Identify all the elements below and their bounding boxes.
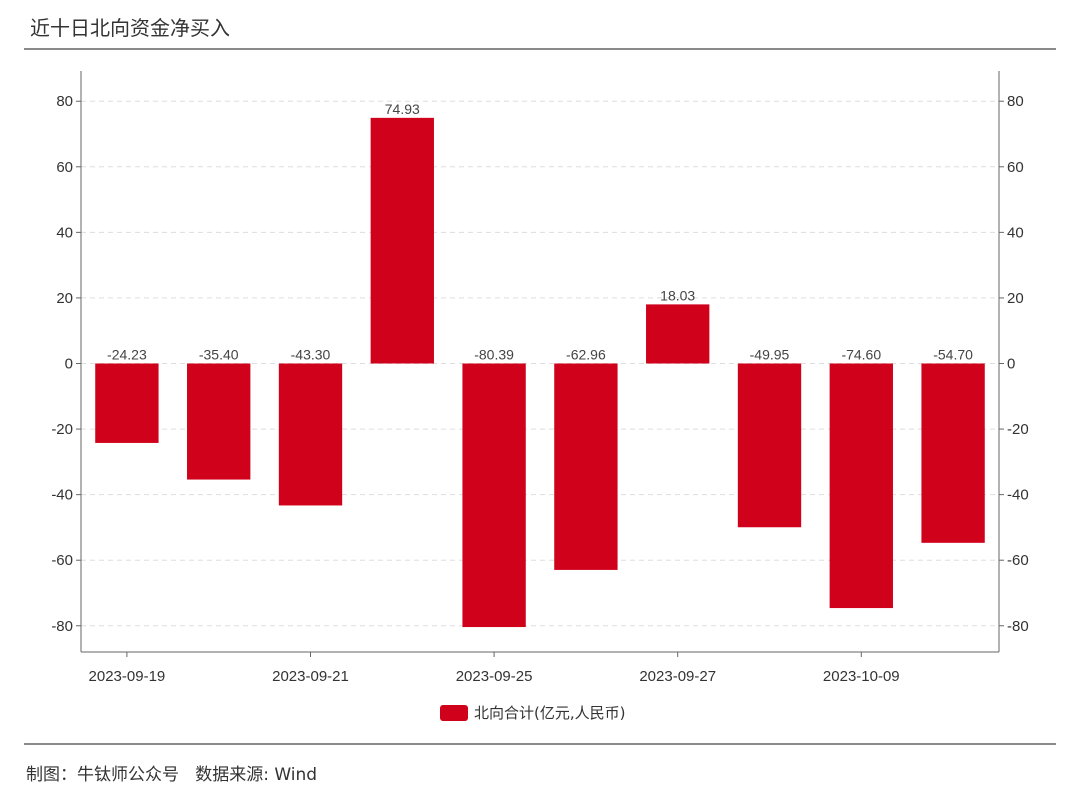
data-label: -62.96 (566, 347, 606, 363)
y-tick-label-right: 0 (1007, 356, 1015, 373)
chart-title: 近十日北向资金净买入 (30, 16, 230, 40)
y-tick-label-left: 60 (56, 159, 73, 176)
legend-label: 北向合计(亿元,人民币) (474, 704, 626, 722)
x-tick-label: 2023-09-19 (89, 668, 166, 685)
bottom-divider (24, 743, 1056, 745)
bar (737, 363, 802, 528)
y-tick-label-left: -80 (51, 618, 73, 635)
footer: 制图：牛钛师公众号 数据来源: Wind (26, 760, 317, 785)
data-label: -54.70 (933, 347, 973, 363)
y-tick-label-left: 80 (56, 93, 73, 110)
y-tick-label-right: -80 (1007, 618, 1029, 635)
data-label: 18.03 (660, 287, 695, 303)
y-tick-label-left: 20 (56, 290, 73, 307)
data-labels: -24.23 -35.40 -43.30 74.93 -80.39 -62.96 18.03… (107, 101, 973, 363)
bar (278, 363, 343, 506)
x-tick-label: 2023-09-21 (272, 668, 349, 685)
bar (829, 363, 893, 609)
y-tick-label-right: -20 (1007, 421, 1029, 438)
y-tick-label-left: -60 (51, 552, 73, 569)
bar (95, 363, 159, 443)
y-tick-label-left: 0 (65, 356, 73, 373)
bar (554, 363, 618, 570)
y-tick-label-left: 40 (56, 224, 73, 241)
legend-swatch (440, 704, 468, 721)
top-divider (24, 48, 1056, 50)
footer-author: 牛钛师公众号 (77, 765, 179, 785)
data-label: -49.95 (750, 347, 790, 363)
y-tick-label-right: 80 (1007, 93, 1024, 110)
axes: 80 80 60 60 40 40 20 20 0 0 -20 -20 -40 -40 -60 -60 -80 -… (51, 71, 1029, 685)
footer-source: Wind (274, 765, 318, 785)
y-tick-label-left: -40 (51, 487, 73, 504)
bar (646, 304, 710, 364)
bar (187, 363, 251, 480)
footer-source-label: 数据来源: (195, 765, 275, 785)
legend[interactable]: 北向合计(亿元,人民币) (440, 702, 625, 723)
y-tick-label-right: 60 (1007, 159, 1024, 176)
data-label: -43.30 (291, 347, 331, 363)
y-tick-label-right: -60 (1007, 552, 1029, 569)
bar (462, 363, 526, 628)
data-label: -24.23 (107, 347, 147, 363)
x-tick-label: 2023-09-27 (639, 668, 716, 685)
data-label: -35.40 (199, 347, 239, 363)
x-tick-label: 2023-10-09 (823, 668, 900, 685)
bars (95, 117, 985, 628)
y-tick-label-right: -40 (1007, 487, 1029, 504)
y-tick-label-left: -20 (51, 421, 73, 438)
bar (921, 363, 985, 543)
y-tick-label-right: 40 (1007, 224, 1024, 241)
data-label: 74.93 (385, 101, 420, 117)
data-label: -74.60 (841, 347, 881, 363)
footer-prefix: 制图： (26, 765, 77, 785)
x-tick-label: 2023-09-25 (456, 668, 533, 685)
y-tick-label-right: 20 (1007, 290, 1024, 307)
bar-chart: 80 80 60 60 40 40 20 20 0 0 -20 -20 -40 -40 -60 -60 -80 -… (51, 71, 1029, 685)
data-label: -80.39 (474, 347, 514, 363)
bar (370, 117, 434, 364)
